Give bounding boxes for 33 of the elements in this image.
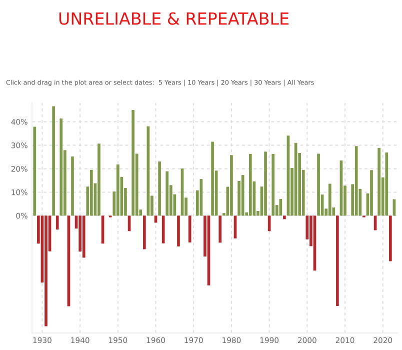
bar <box>272 154 275 216</box>
bar <box>60 118 63 216</box>
bar <box>56 216 59 230</box>
bar <box>389 216 392 262</box>
bar <box>283 216 286 220</box>
bar <box>98 144 100 216</box>
bar <box>385 152 388 216</box>
bar <box>354 146 358 216</box>
bar <box>82 216 86 258</box>
bar <box>370 170 373 216</box>
bar <box>44 216 48 326</box>
bar <box>264 152 267 216</box>
bar <box>279 198 282 216</box>
bar <box>90 170 93 216</box>
bar <box>71 156 74 216</box>
bar <box>52 106 55 216</box>
bar <box>336 216 339 306</box>
bar <box>177 216 180 246</box>
bar <box>230 155 233 216</box>
bar <box>248 154 252 216</box>
chart-title: UNRELIABLE & REPEATABLE <box>59 12 288 25</box>
bar <box>378 148 380 216</box>
bar <box>142 216 146 250</box>
bar <box>33 126 36 216</box>
bar <box>116 164 120 216</box>
bar <box>328 184 332 216</box>
bar <box>132 110 134 216</box>
bar <box>162 216 165 244</box>
bar <box>218 216 222 243</box>
bar <box>211 142 214 216</box>
bar <box>317 154 320 216</box>
bar <box>158 161 161 216</box>
bar <box>166 171 169 216</box>
